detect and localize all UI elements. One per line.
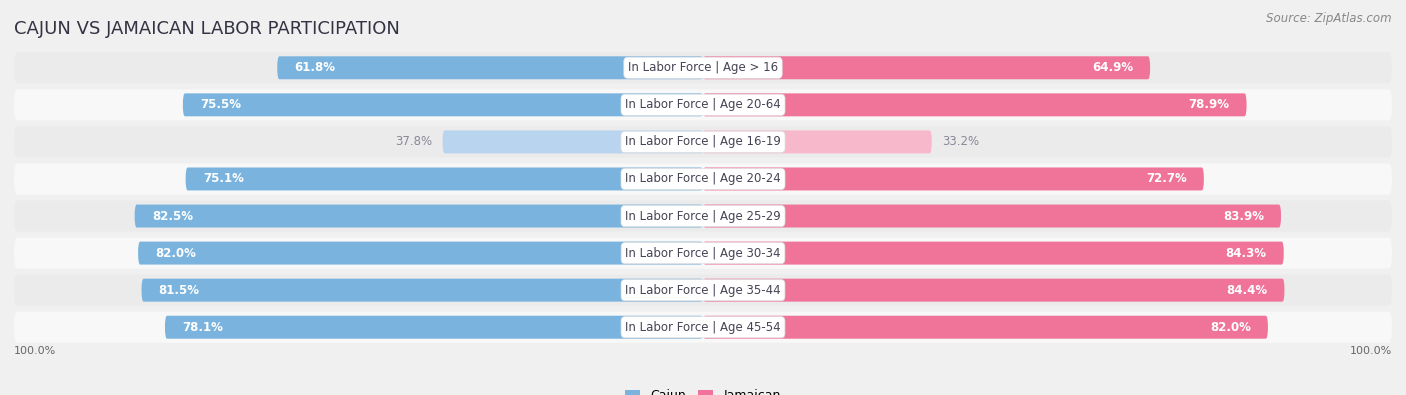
Legend: Cajun, Jamaican: Cajun, Jamaican: [620, 384, 786, 395]
FancyBboxPatch shape: [703, 56, 1150, 79]
FancyBboxPatch shape: [703, 242, 1284, 265]
FancyBboxPatch shape: [14, 164, 1392, 194]
Text: 82.0%: 82.0%: [1209, 321, 1251, 334]
Text: 83.9%: 83.9%: [1223, 209, 1264, 222]
Text: In Labor Force | Age 30-34: In Labor Force | Age 30-34: [626, 246, 780, 260]
Text: 33.2%: 33.2%: [942, 135, 979, 149]
Text: CAJUN VS JAMAICAN LABOR PARTICIPATION: CAJUN VS JAMAICAN LABOR PARTICIPATION: [14, 19, 399, 38]
FancyBboxPatch shape: [14, 89, 1392, 120]
FancyBboxPatch shape: [14, 275, 1392, 306]
Text: Source: ZipAtlas.com: Source: ZipAtlas.com: [1267, 12, 1392, 25]
Text: 81.5%: 81.5%: [159, 284, 200, 297]
Text: In Labor Force | Age 45-54: In Labor Force | Age 45-54: [626, 321, 780, 334]
FancyBboxPatch shape: [14, 126, 1392, 158]
FancyBboxPatch shape: [142, 278, 703, 302]
Text: 75.5%: 75.5%: [200, 98, 240, 111]
FancyBboxPatch shape: [14, 237, 1392, 269]
Text: In Labor Force | Age > 16: In Labor Force | Age > 16: [628, 61, 778, 74]
Text: 61.8%: 61.8%: [294, 61, 336, 74]
FancyBboxPatch shape: [703, 278, 1285, 302]
Text: In Labor Force | Age 16-19: In Labor Force | Age 16-19: [626, 135, 780, 149]
Text: In Labor Force | Age 20-64: In Labor Force | Age 20-64: [626, 98, 780, 111]
Text: 84.4%: 84.4%: [1226, 284, 1267, 297]
FancyBboxPatch shape: [703, 93, 1247, 117]
FancyBboxPatch shape: [703, 130, 932, 153]
Text: 72.7%: 72.7%: [1146, 173, 1187, 186]
FancyBboxPatch shape: [703, 316, 1268, 339]
FancyBboxPatch shape: [14, 201, 1392, 231]
Text: 100.0%: 100.0%: [14, 346, 56, 356]
FancyBboxPatch shape: [703, 167, 1204, 190]
FancyBboxPatch shape: [138, 242, 703, 265]
FancyBboxPatch shape: [14, 52, 1392, 83]
FancyBboxPatch shape: [14, 312, 1392, 343]
Text: In Labor Force | Age 25-29: In Labor Force | Age 25-29: [626, 209, 780, 222]
Text: 82.0%: 82.0%: [155, 246, 197, 260]
Text: 78.1%: 78.1%: [183, 321, 224, 334]
FancyBboxPatch shape: [277, 56, 703, 79]
Text: 84.3%: 84.3%: [1226, 246, 1267, 260]
Text: 37.8%: 37.8%: [395, 135, 432, 149]
FancyBboxPatch shape: [703, 205, 1281, 228]
FancyBboxPatch shape: [443, 130, 703, 153]
FancyBboxPatch shape: [183, 93, 703, 117]
Text: In Labor Force | Age 20-24: In Labor Force | Age 20-24: [626, 173, 780, 186]
Text: 82.5%: 82.5%: [152, 209, 193, 222]
FancyBboxPatch shape: [165, 316, 703, 339]
Text: 100.0%: 100.0%: [1350, 346, 1392, 356]
Text: 78.9%: 78.9%: [1188, 98, 1229, 111]
FancyBboxPatch shape: [186, 167, 703, 190]
Text: 75.1%: 75.1%: [202, 173, 243, 186]
Text: In Labor Force | Age 35-44: In Labor Force | Age 35-44: [626, 284, 780, 297]
Text: 64.9%: 64.9%: [1092, 61, 1133, 74]
FancyBboxPatch shape: [135, 205, 703, 228]
